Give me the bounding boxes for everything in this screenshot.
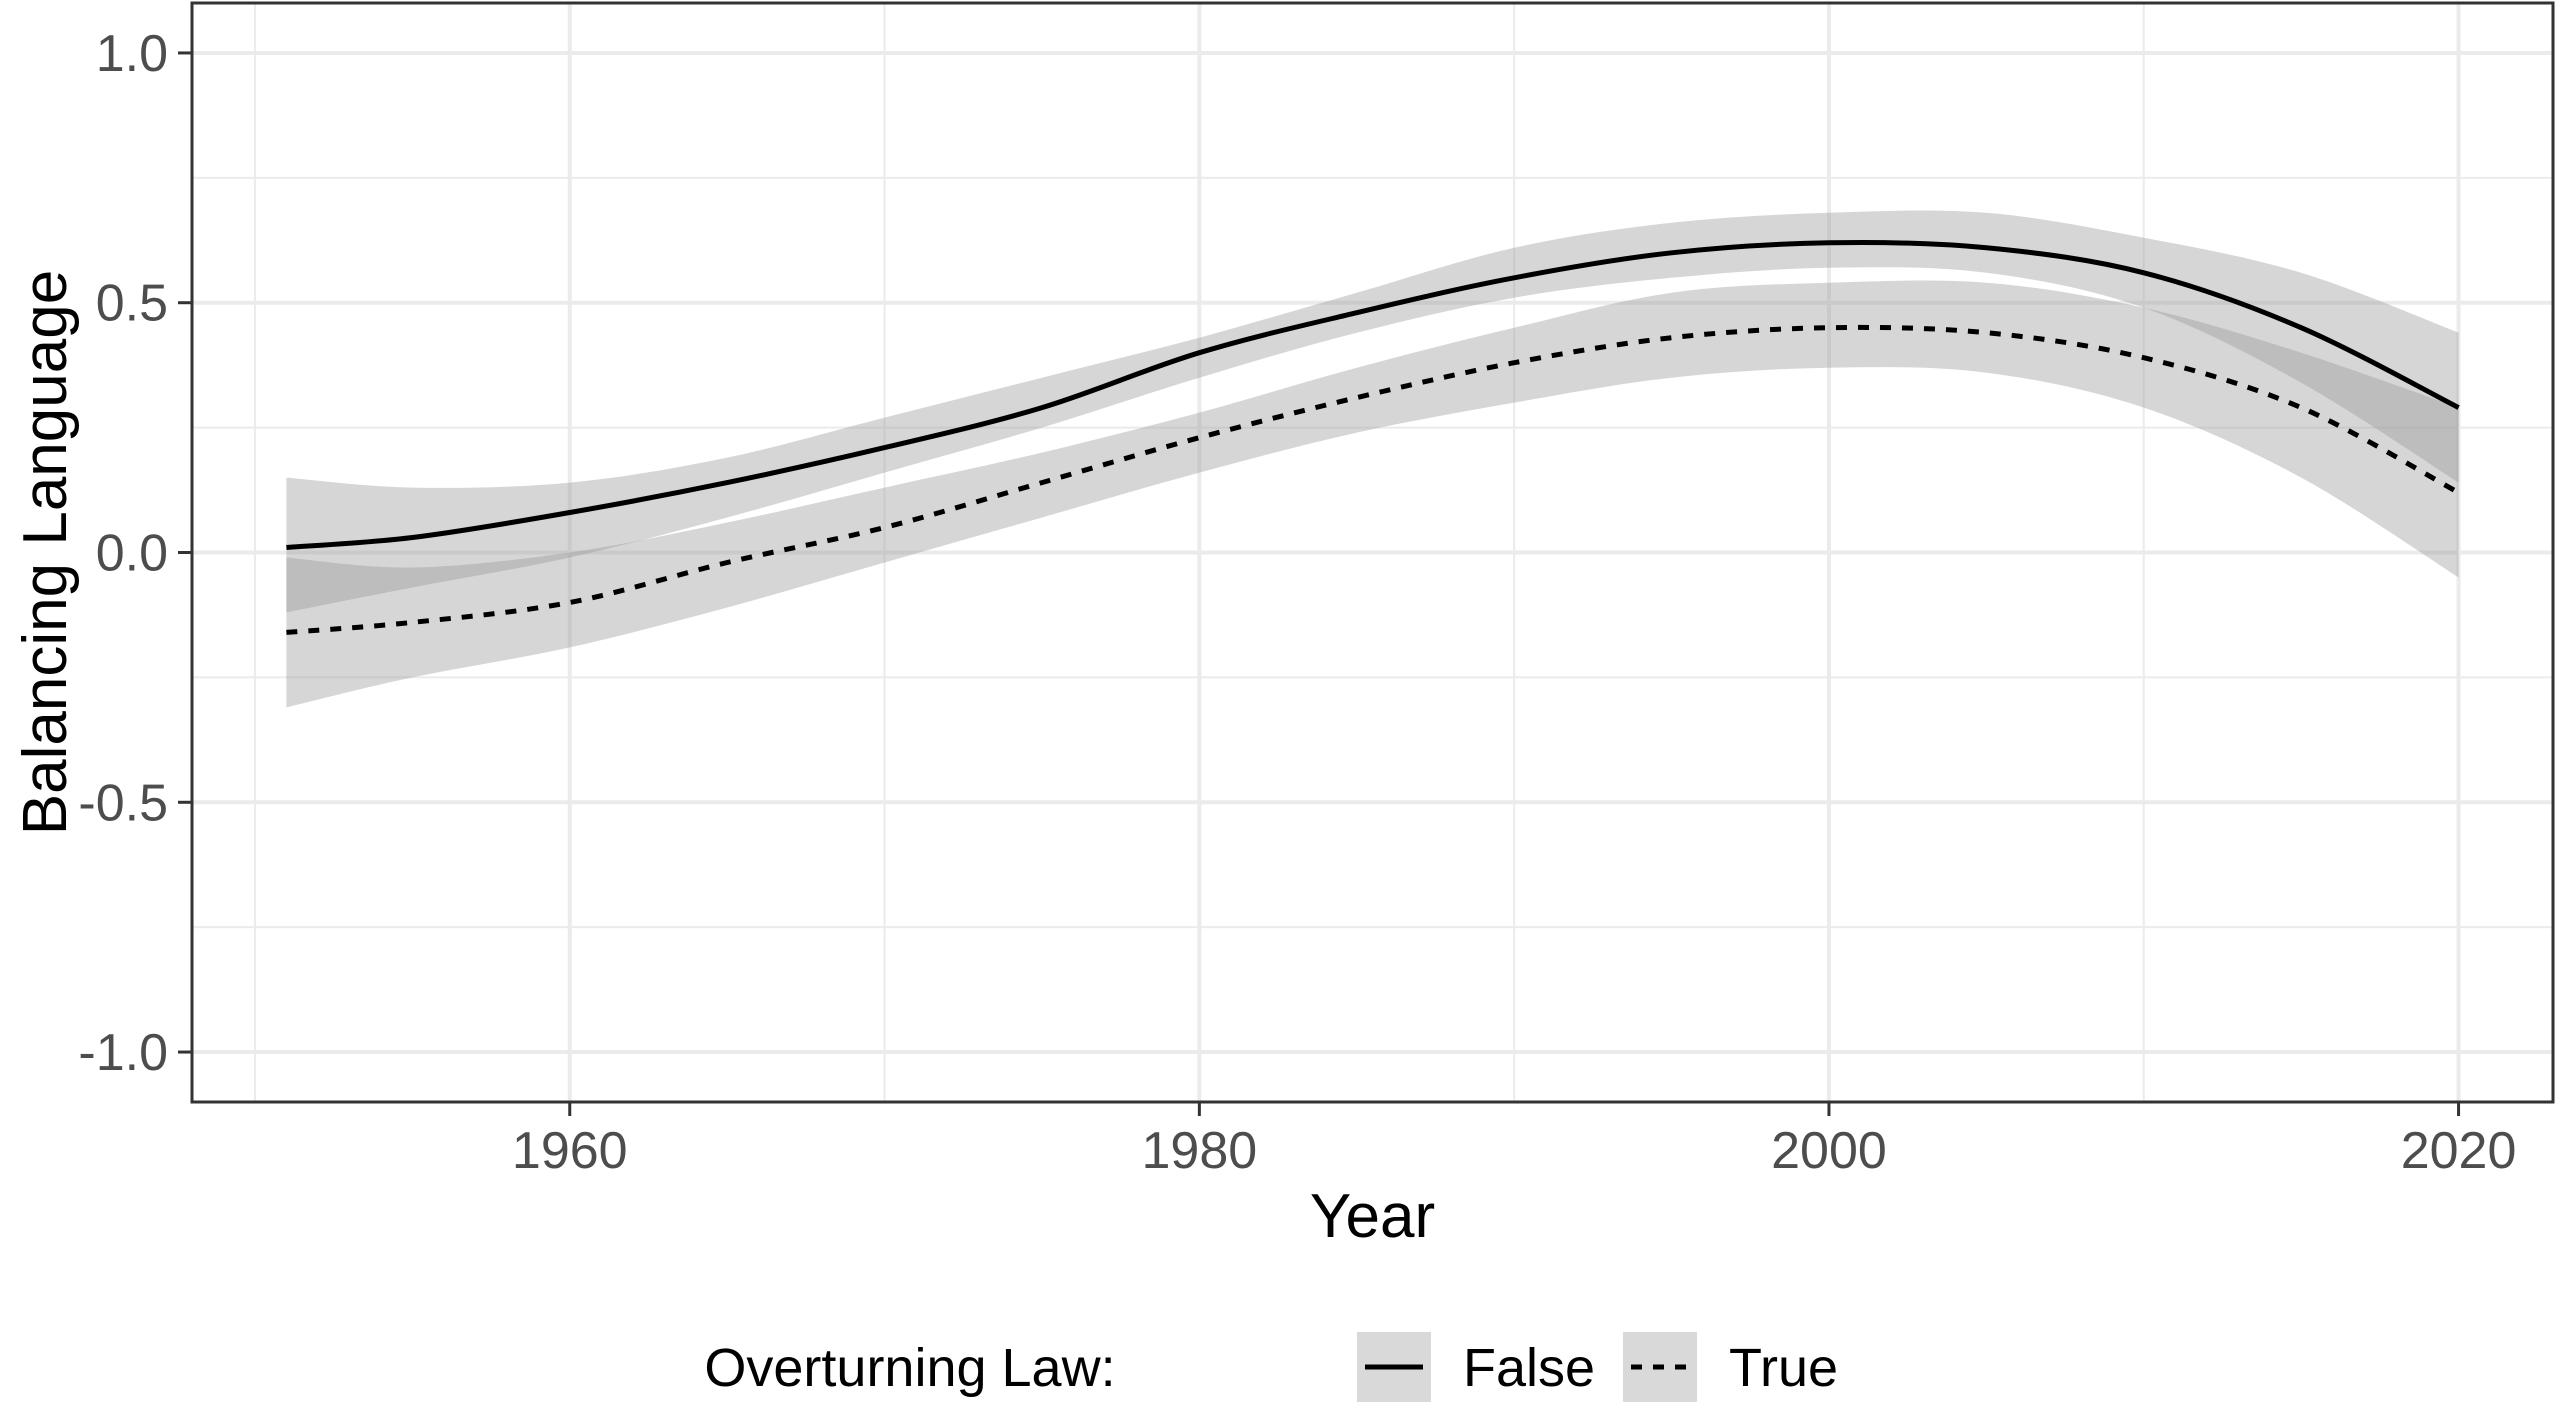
y-tick-label: 0.5 <box>96 275 168 333</box>
legend-label-true: True <box>1729 1338 1838 1398</box>
y-tick-label: -0.5 <box>78 774 168 832</box>
confidence-band-false <box>286 210 2459 613</box>
legend-label-false: False <box>1463 1338 1595 1398</box>
series-lines <box>286 239 2460 635</box>
legend-title: Overturning Law: <box>704 1338 1115 1398</box>
x-tick-label: 2000 <box>1771 1122 1887 1180</box>
y-tick-label: -1.0 <box>78 1024 168 1082</box>
confidence-bands <box>286 210 2459 708</box>
axis-ticks <box>178 51 2461 1116</box>
legend: Overturning Law: False True <box>704 1332 1838 1402</box>
series-line-false <box>286 239 2460 550</box>
confidence-band-true <box>286 280 2459 708</box>
x-tick-label: 1960 <box>512 1122 628 1180</box>
x-axis-title: Year <box>1310 1182 1435 1251</box>
x-tick-label: 2020 <box>2401 1122 2517 1180</box>
minor-gridlines <box>192 3 2553 1102</box>
y-tick-label: 0.0 <box>96 525 168 583</box>
tick-labels: 1960 1980 2000 2020 1.0 0.5 0.0 -0.5 -1.0 <box>78 25 2516 1180</box>
series-line-true <box>286 324 2460 635</box>
major-gridlines <box>192 3 2553 1102</box>
x-tick-label: 1980 <box>1142 1122 1258 1180</box>
y-axis-title: Balancing Language <box>11 270 80 835</box>
y-tick-label: 1.0 <box>96 25 168 83</box>
